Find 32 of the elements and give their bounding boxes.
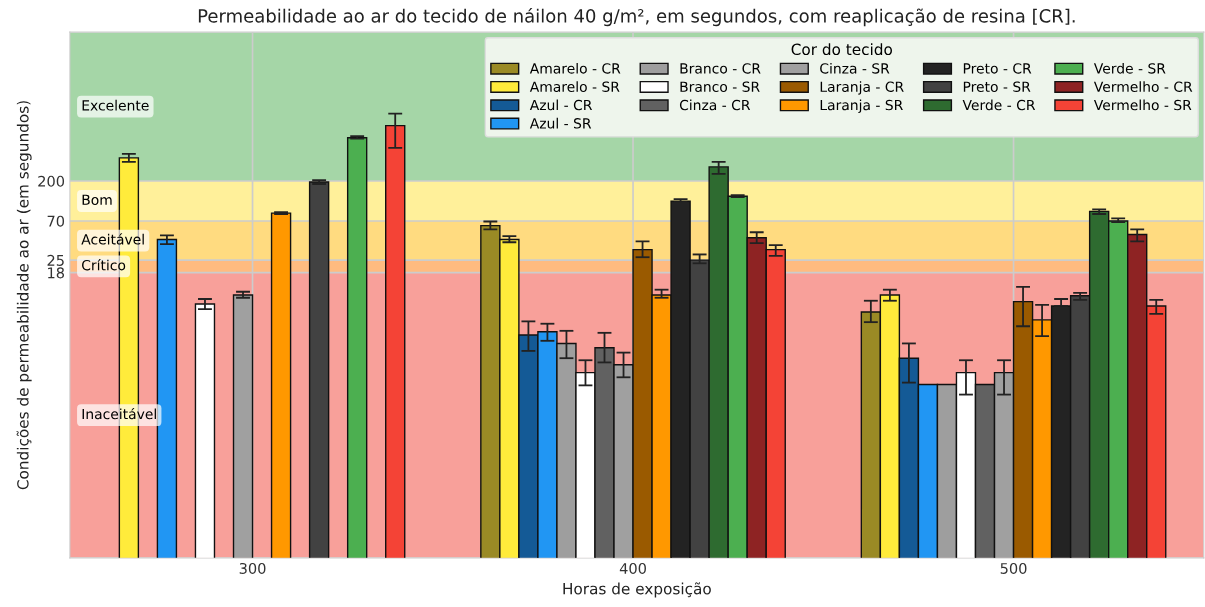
- legend-label: Verde - SR: [1093, 62, 1166, 74]
- legend-label: Amarelo - CR: [529, 62, 621, 74]
- legend-title: Cor do tecido: [791, 43, 893, 56]
- legend-label: Preto - SR: [963, 81, 1031, 92]
- legend-label: Cinza - CR: [679, 99, 751, 111]
- legend-label: Laranja - CR: [820, 81, 904, 95]
- band-label: Inaceitável: [82, 407, 156, 420]
- chart-title: Permeabilidade ao ar do tecido de náilon 40 g/m², em segundos, com reaplicação de resina [CR].: [198, 8, 1075, 27]
- legend-label: Preto - CR: [963, 63, 1032, 74]
- legend-label: Vermelho - CR: [1093, 81, 1193, 92]
- x-axis-title: Horas de exposição: [563, 582, 711, 598]
- legend-label: Laranja - SR: [820, 99, 903, 113]
- legend-label: Verde - CR: [962, 99, 1036, 111]
- legend-label: Branco - CR: [680, 63, 761, 74]
- legend-label: Cinza - SR: [820, 62, 890, 74]
- legend-label: Azul - CR: [529, 99, 593, 111]
- band-label: Excelente: [82, 99, 149, 111]
- legend-label: Amarelo - SR: [529, 81, 620, 92]
- x-tick-label: 300: [239, 562, 266, 574]
- y-tick-label: 18: [48, 267, 65, 279]
- legend-label: Azul - SR: [529, 117, 592, 129]
- band-label: Crítico: [82, 259, 126, 271]
- x-tick-label: 400: [619, 562, 646, 574]
- y-axis-title: Condições de permeabilidade ao ar (em segundos): [16, 101, 32, 490]
- y-tick-label: 70: [47, 215, 65, 227]
- legend-label: Vermelho - SR: [1093, 99, 1192, 111]
- band-label: Bom: [82, 194, 112, 206]
- y-tick-label: 25: [47, 254, 64, 266]
- x-tick-label: 500: [1000, 562, 1027, 574]
- band-label: Aceitável: [81, 233, 144, 245]
- legend-label: Branco - SR: [680, 81, 760, 92]
- y-tick-label: 200: [38, 175, 65, 187]
